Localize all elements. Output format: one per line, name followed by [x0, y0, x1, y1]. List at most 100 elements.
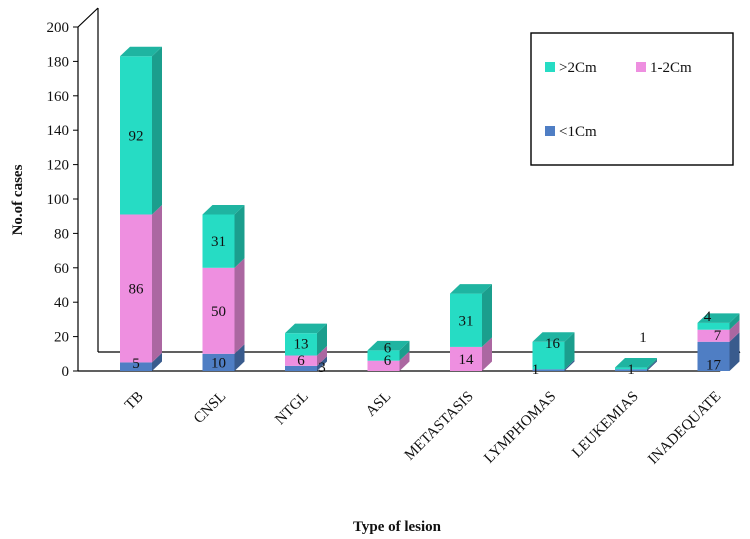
bar-segment [120, 46, 162, 215]
bar-top [450, 284, 492, 294]
bar-side [234, 344, 245, 371]
bar-side [152, 46, 162, 215]
data-label: 92 [129, 128, 144, 144]
bar-front [285, 365, 317, 371]
bar-side [317, 356, 327, 371]
bar-segment [120, 204, 162, 363]
data-label: 50 [211, 304, 226, 320]
data-label: 1 [627, 362, 635, 378]
bar-side [234, 258, 245, 354]
bar-side [399, 340, 410, 361]
bar-segment [285, 346, 327, 366]
x-category-label: LEUKEMIAS [569, 389, 642, 462]
legend-box [530, 32, 734, 166]
y-tick-label: 60 [54, 261, 69, 277]
bar-front [202, 353, 235, 371]
bar-segment [697, 313, 740, 330]
bar-side [399, 351, 410, 371]
y-tick-label: 40 [54, 295, 69, 311]
bar-segment [615, 358, 657, 370]
x-category-label: ASL [363, 389, 394, 420]
bar-top [285, 323, 327, 334]
y-tick-label: 200 [47, 20, 70, 36]
x-axis-title: Type of lesion [353, 519, 442, 535]
bar-front [615, 367, 647, 370]
bar-side [647, 359, 657, 371]
data-label: 7 [714, 328, 722, 344]
bar-side [234, 204, 245, 268]
y-tick-label: 140 [47, 123, 70, 139]
y-tick-label: 120 [47, 158, 70, 174]
bar-front [615, 369, 647, 371]
data-label: 6 [384, 353, 392, 369]
legend: >2Cm 1-2Cm <1Cm [530, 32, 734, 166]
y-tick-label: 20 [54, 330, 69, 346]
x-category-label: TB [122, 389, 147, 414]
bar-top [202, 204, 245, 215]
bar-front [285, 355, 317, 366]
bar-front [120, 362, 152, 371]
x-category-label: METASTASIS [402, 389, 477, 464]
bar-top [697, 313, 740, 323]
x-category-label: INADEQUATE [645, 389, 724, 468]
y-tick-label: 180 [47, 54, 70, 70]
bar-top [532, 332, 575, 342]
data-label: 86 [129, 281, 145, 297]
bar-segment [367, 340, 410, 361]
bar-segment [450, 337, 492, 371]
data-label: 1 [532, 362, 540, 378]
top-depth-edge [77, 7, 99, 28]
y-tick-label: 0 [62, 364, 70, 380]
y-tick-label: 160 [47, 89, 70, 105]
bar-segment [202, 204, 245, 268]
data-label: 3 [318, 360, 326, 376]
data-label: 31 [211, 234, 226, 250]
bar-segment [532, 359, 575, 371]
bar-top [120, 46, 162, 57]
data-label: 1 [639, 330, 647, 346]
legend-label-gt2cm: >2Cm [559, 60, 597, 76]
bar-front [450, 346, 482, 371]
x-category-label: LYMPHOMAS [481, 389, 559, 467]
legend-label-lt1cm: <1Cm [559, 124, 597, 140]
data-label: 6 [384, 340, 392, 356]
bar-front [367, 360, 400, 371]
bar-front [285, 333, 317, 356]
bar-segment [285, 323, 327, 356]
bar-side [482, 284, 492, 347]
y-tick-label: 80 [54, 226, 69, 242]
bar-front [697, 341, 730, 371]
data-label: 31 [459, 313, 474, 329]
legend-swatch-1-2cm [636, 62, 646, 72]
bar-top [615, 358, 657, 368]
legend-label-1-2cm: 1-2Cm [650, 60, 692, 76]
data-label: 13 [294, 336, 309, 352]
bar-segment [615, 359, 657, 371]
x-category-label: CNSL [191, 389, 229, 427]
data-label: 5 [132, 356, 140, 372]
bar-side [647, 358, 657, 370]
bar-side [482, 337, 492, 371]
bar-front [367, 350, 400, 361]
data-label: 4 [704, 309, 712, 325]
bar-segment [532, 332, 575, 370]
x-category-labels: TB CNSL NTGL ASL METASTASIS LYMPHOMAS LEUKEMIA… [122, 389, 724, 468]
bar-front [450, 293, 482, 347]
bar-segment [120, 352, 162, 371]
bar-front [120, 56, 152, 215]
data-label: 6 [297, 353, 305, 369]
bar-front [532, 369, 565, 371]
legend-swatch-lt1cm [545, 126, 555, 136]
bar-side [152, 352, 162, 371]
bar-segment [697, 332, 740, 371]
bar-side [152, 204, 162, 363]
bar-front [202, 214, 235, 268]
y-tick-labels: 0 20 40 60 80 100 120 140 160 180 200 [47, 20, 70, 380]
data-label: 10 [211, 355, 226, 371]
bar-front [202, 267, 235, 354]
bar-front [532, 341, 565, 370]
legend-swatch-gt2cm [545, 62, 555, 72]
bar-segment [697, 320, 740, 342]
